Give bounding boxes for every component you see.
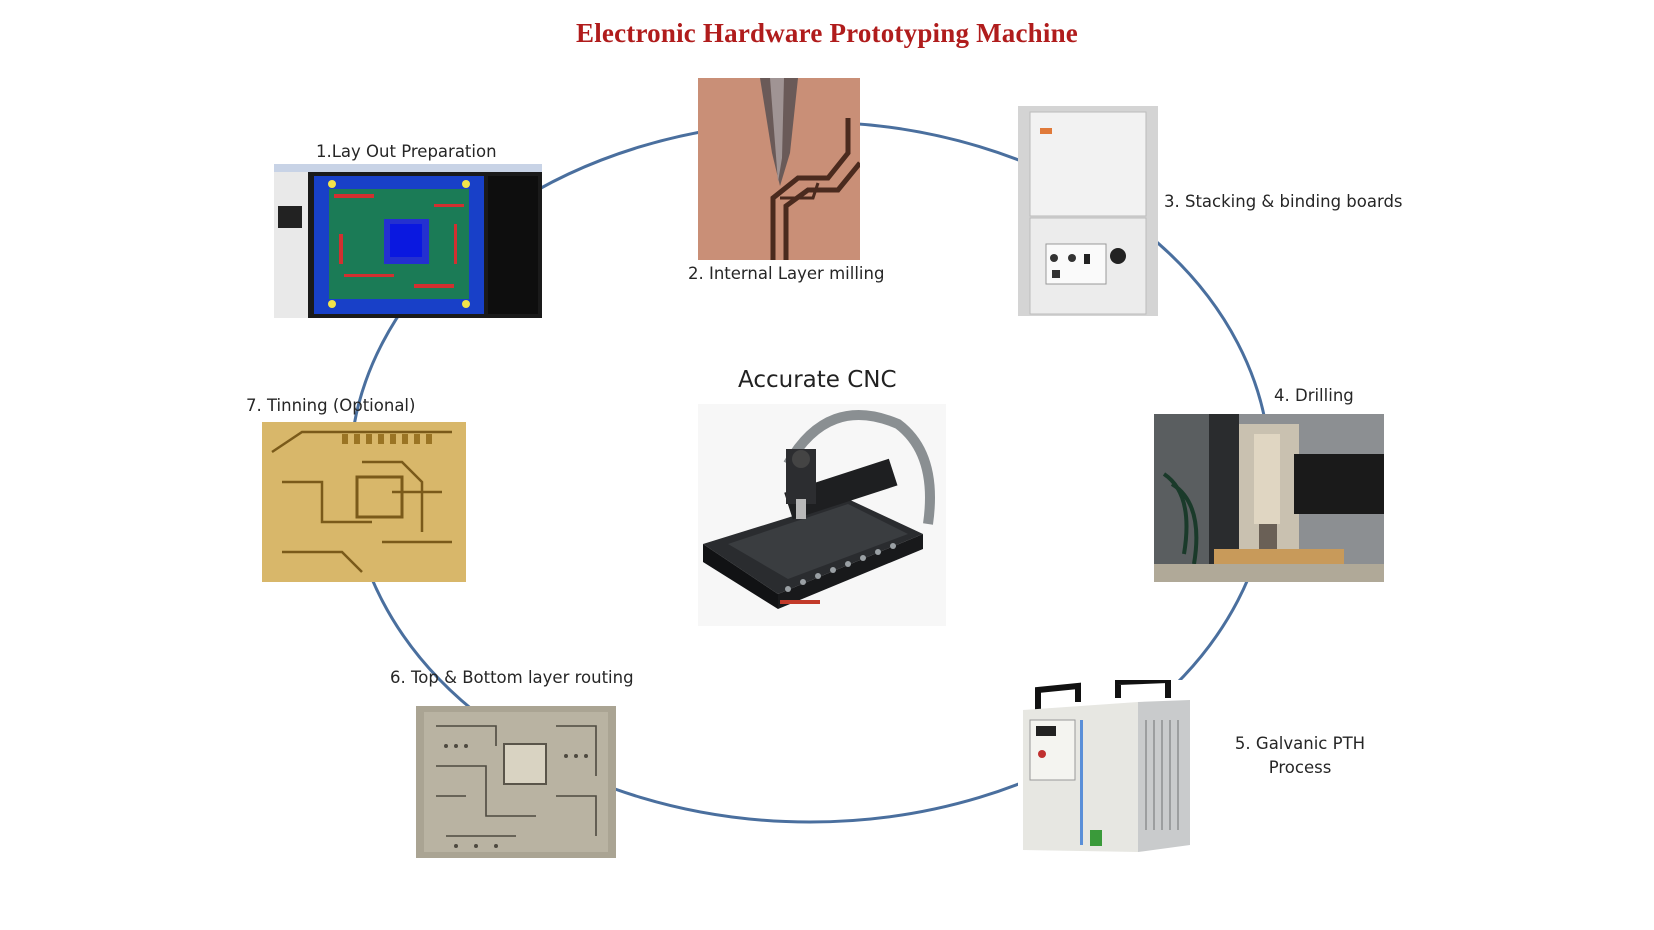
center-label: Accurate CNC <box>738 367 897 393</box>
cnc-machine-photo <box>698 404 946 626</box>
step-1-label: 1.Lay Out Preparation <box>316 142 497 161</box>
press-machine-photo <box>1018 106 1158 316</box>
step-5-label-line-2: Process <box>1268 758 1332 777</box>
galvanic-unit-photo <box>1018 680 1190 860</box>
drilling-machine-photo <box>1154 414 1384 582</box>
pcb-layout-screenshot <box>274 164 542 318</box>
step-3-label: 3. Stacking & binding boards <box>1164 192 1403 211</box>
milling-tool-photo <box>698 78 860 260</box>
step-4-label: 4. Drilling <box>1274 386 1354 405</box>
step-7-label: 7. Tinning (Optional) <box>246 396 416 415</box>
diagram-title: Electronic Hardware Prototyping Machine <box>576 18 1078 48</box>
step-5-label: 5. Galvanic PTH Process <box>1210 732 1390 780</box>
step-5-label-line-1: 5. Galvanic PTH <box>1234 734 1366 753</box>
routed-pcb-photo <box>416 706 616 858</box>
step-6-label: 6. Top & Bottom layer routing <box>390 668 634 687</box>
step-2-label: 2. Internal Layer milling <box>688 264 885 283</box>
tinned-pcb-photo <box>262 422 466 582</box>
